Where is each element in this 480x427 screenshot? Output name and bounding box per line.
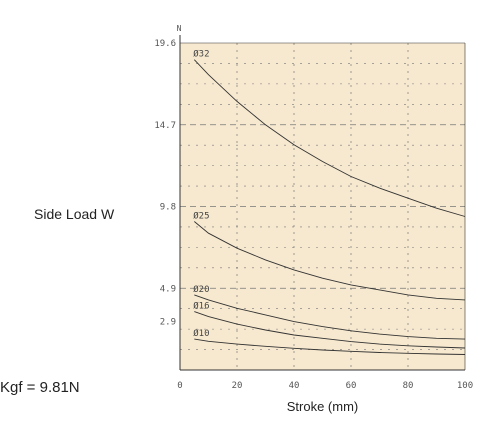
y-tick-label: 19.6	[154, 39, 176, 49]
series-lines	[193, 59, 466, 355]
series-line	[194, 311, 466, 349]
series-line	[194, 294, 466, 340]
conversion-note: Kgf = 9.81N	[0, 379, 80, 396]
axes	[179, 35, 466, 371]
x-tick-label: 20	[232, 381, 243, 391]
gridlines	[180, 43, 465, 370]
x-axis-label: Stroke (mm)	[287, 399, 359, 414]
series-label: Ø16	[193, 301, 209, 312]
tick-labels: 0 20 40 60 80 100 2.9 4.9 9.8 14.7 19.6	[154, 39, 473, 391]
x-tick-label: 60	[346, 381, 357, 391]
series-line	[194, 338, 466, 355]
x-tick-label: 40	[289, 381, 300, 391]
y-tick-label: 2.9	[160, 318, 176, 328]
y-tick-label: 14.7	[154, 121, 176, 131]
y-tick-label: 4.9	[160, 284, 176, 294]
y-unit-label: N	[177, 24, 182, 33]
series-label: Ø32	[193, 49, 209, 60]
x-tick-label: 80	[403, 381, 414, 391]
y-tick-label: 9.8	[160, 203, 176, 213]
series-label: Ø20	[193, 284, 209, 295]
series-line	[193, 59, 466, 217]
x-tick-label: 0	[177, 381, 182, 391]
series-labels: Ø32 Ø25 Ø20 Ø16 Ø10	[193, 49, 209, 339]
y-axis-label: Side Load W	[34, 206, 115, 222]
series-label: Ø10	[193, 328, 209, 339]
series-label: Ø25	[193, 211, 209, 222]
series-line	[194, 221, 466, 301]
x-tick-label: 100	[457, 381, 473, 391]
